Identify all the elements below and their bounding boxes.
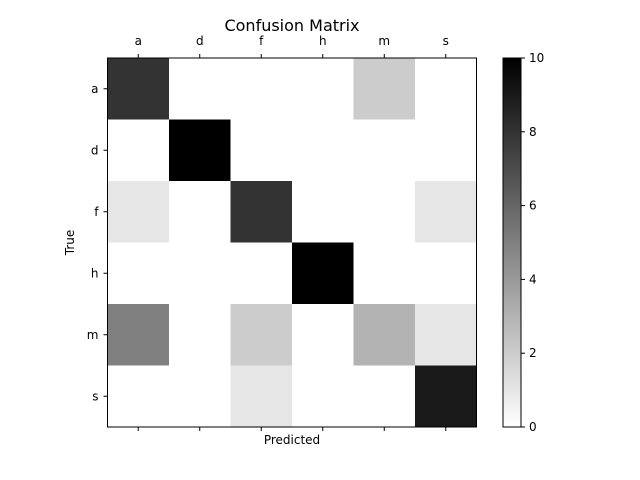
heatmap-cell-f-s — [415, 181, 477, 243]
heatmap-cell-m-d — [169, 304, 231, 366]
heatmap-cell-f-m — [353, 181, 416, 243]
heatmap-cell-a-h — [292, 58, 354, 120]
y-tick-label-f: f — [94, 205, 99, 219]
colorbar-tick-label-6: 6 — [529, 199, 537, 213]
heatmap-cell-h-f — [230, 242, 293, 305]
y-tick-label-d: d — [91, 143, 99, 157]
heatmap-cell-a-m — [353, 58, 416, 120]
plot-frame — [107, 57, 477, 428]
heatmap-cell-d-d — [169, 119, 231, 182]
y-tick-label-m: m — [87, 328, 99, 342]
heatmap-cell-f-d — [169, 181, 231, 243]
heatmap-cell-s-m — [353, 365, 416, 428]
heatmap-cell-h-d — [169, 242, 231, 305]
heatmap-cell-f-f — [230, 181, 293, 243]
x-tick-label-s: s — [443, 34, 449, 48]
heatmap-cell-h-m — [353, 242, 416, 305]
heatmap-cell-d-m — [353, 119, 416, 182]
heatmap-cell-s-s — [415, 365, 477, 428]
x-tick-label-h: h — [319, 34, 327, 48]
heatmap-cell-f-a — [107, 181, 170, 243]
y-tick-label-s: s — [92, 389, 98, 403]
y-axis-ticks: a d f h m s — [87, 82, 108, 403]
heatmap-cell-s-d — [169, 365, 231, 428]
heatmap-cell-d-h — [292, 119, 354, 182]
y-tick-label-h: h — [91, 266, 99, 280]
x-tick-label-f: f — [259, 34, 264, 48]
heatmap-cell-a-s — [415, 58, 477, 120]
chart-title: Confusion Matrix — [224, 16, 359, 35]
heatmap-cell-s-h — [292, 365, 354, 428]
heatmap-cell-a-f — [230, 58, 293, 120]
heatmap-cell-s-f — [230, 365, 293, 428]
y-axis-label: True — [63, 230, 77, 257]
x-tick-label-a: a — [135, 34, 142, 48]
heatmap-cell-s-a — [107, 365, 170, 428]
colorbar — [502, 57, 522, 428]
colorbar-tick-label-10: 10 — [529, 51, 544, 65]
heatmap-cell-m-m — [353, 304, 416, 366]
x-axis-label: Predicted — [264, 433, 320, 447]
heatmap-cell-d-f — [230, 119, 293, 182]
colorbar-tick-label-4: 4 — [529, 272, 537, 286]
heatmap-cell-d-a — [107, 119, 170, 182]
heatmap-cell-m-s — [415, 304, 477, 366]
heatmap-cell-m-h — [292, 304, 354, 366]
x-tick-label-m: m — [378, 34, 390, 48]
x-tick-label-d: d — [196, 34, 204, 48]
colorbar-ticks: 0 2 4 6 8 10 — [521, 51, 544, 434]
heatmap-cell-h-h — [292, 242, 354, 305]
heatmap-cell-a-a — [107, 58, 170, 120]
colorbar-tick-label-0: 0 — [529, 420, 537, 434]
heatmap-cell-m-f — [230, 304, 293, 366]
heatmap-cell-d-s — [415, 119, 477, 182]
colorbar-tick-label-2: 2 — [529, 346, 537, 360]
heatmap-cell-h-a — [107, 242, 170, 305]
heatmap-cell-a-d — [169, 58, 231, 120]
heatmap-cell-h-s — [415, 242, 477, 305]
heatmap-cell-m-a — [107, 304, 170, 366]
heatmap-cell-f-h — [292, 181, 354, 243]
colorbar-tick-label-8: 8 — [529, 125, 537, 139]
heatmap-cells — [107, 58, 477, 428]
y-tick-label-a: a — [91, 82, 98, 96]
